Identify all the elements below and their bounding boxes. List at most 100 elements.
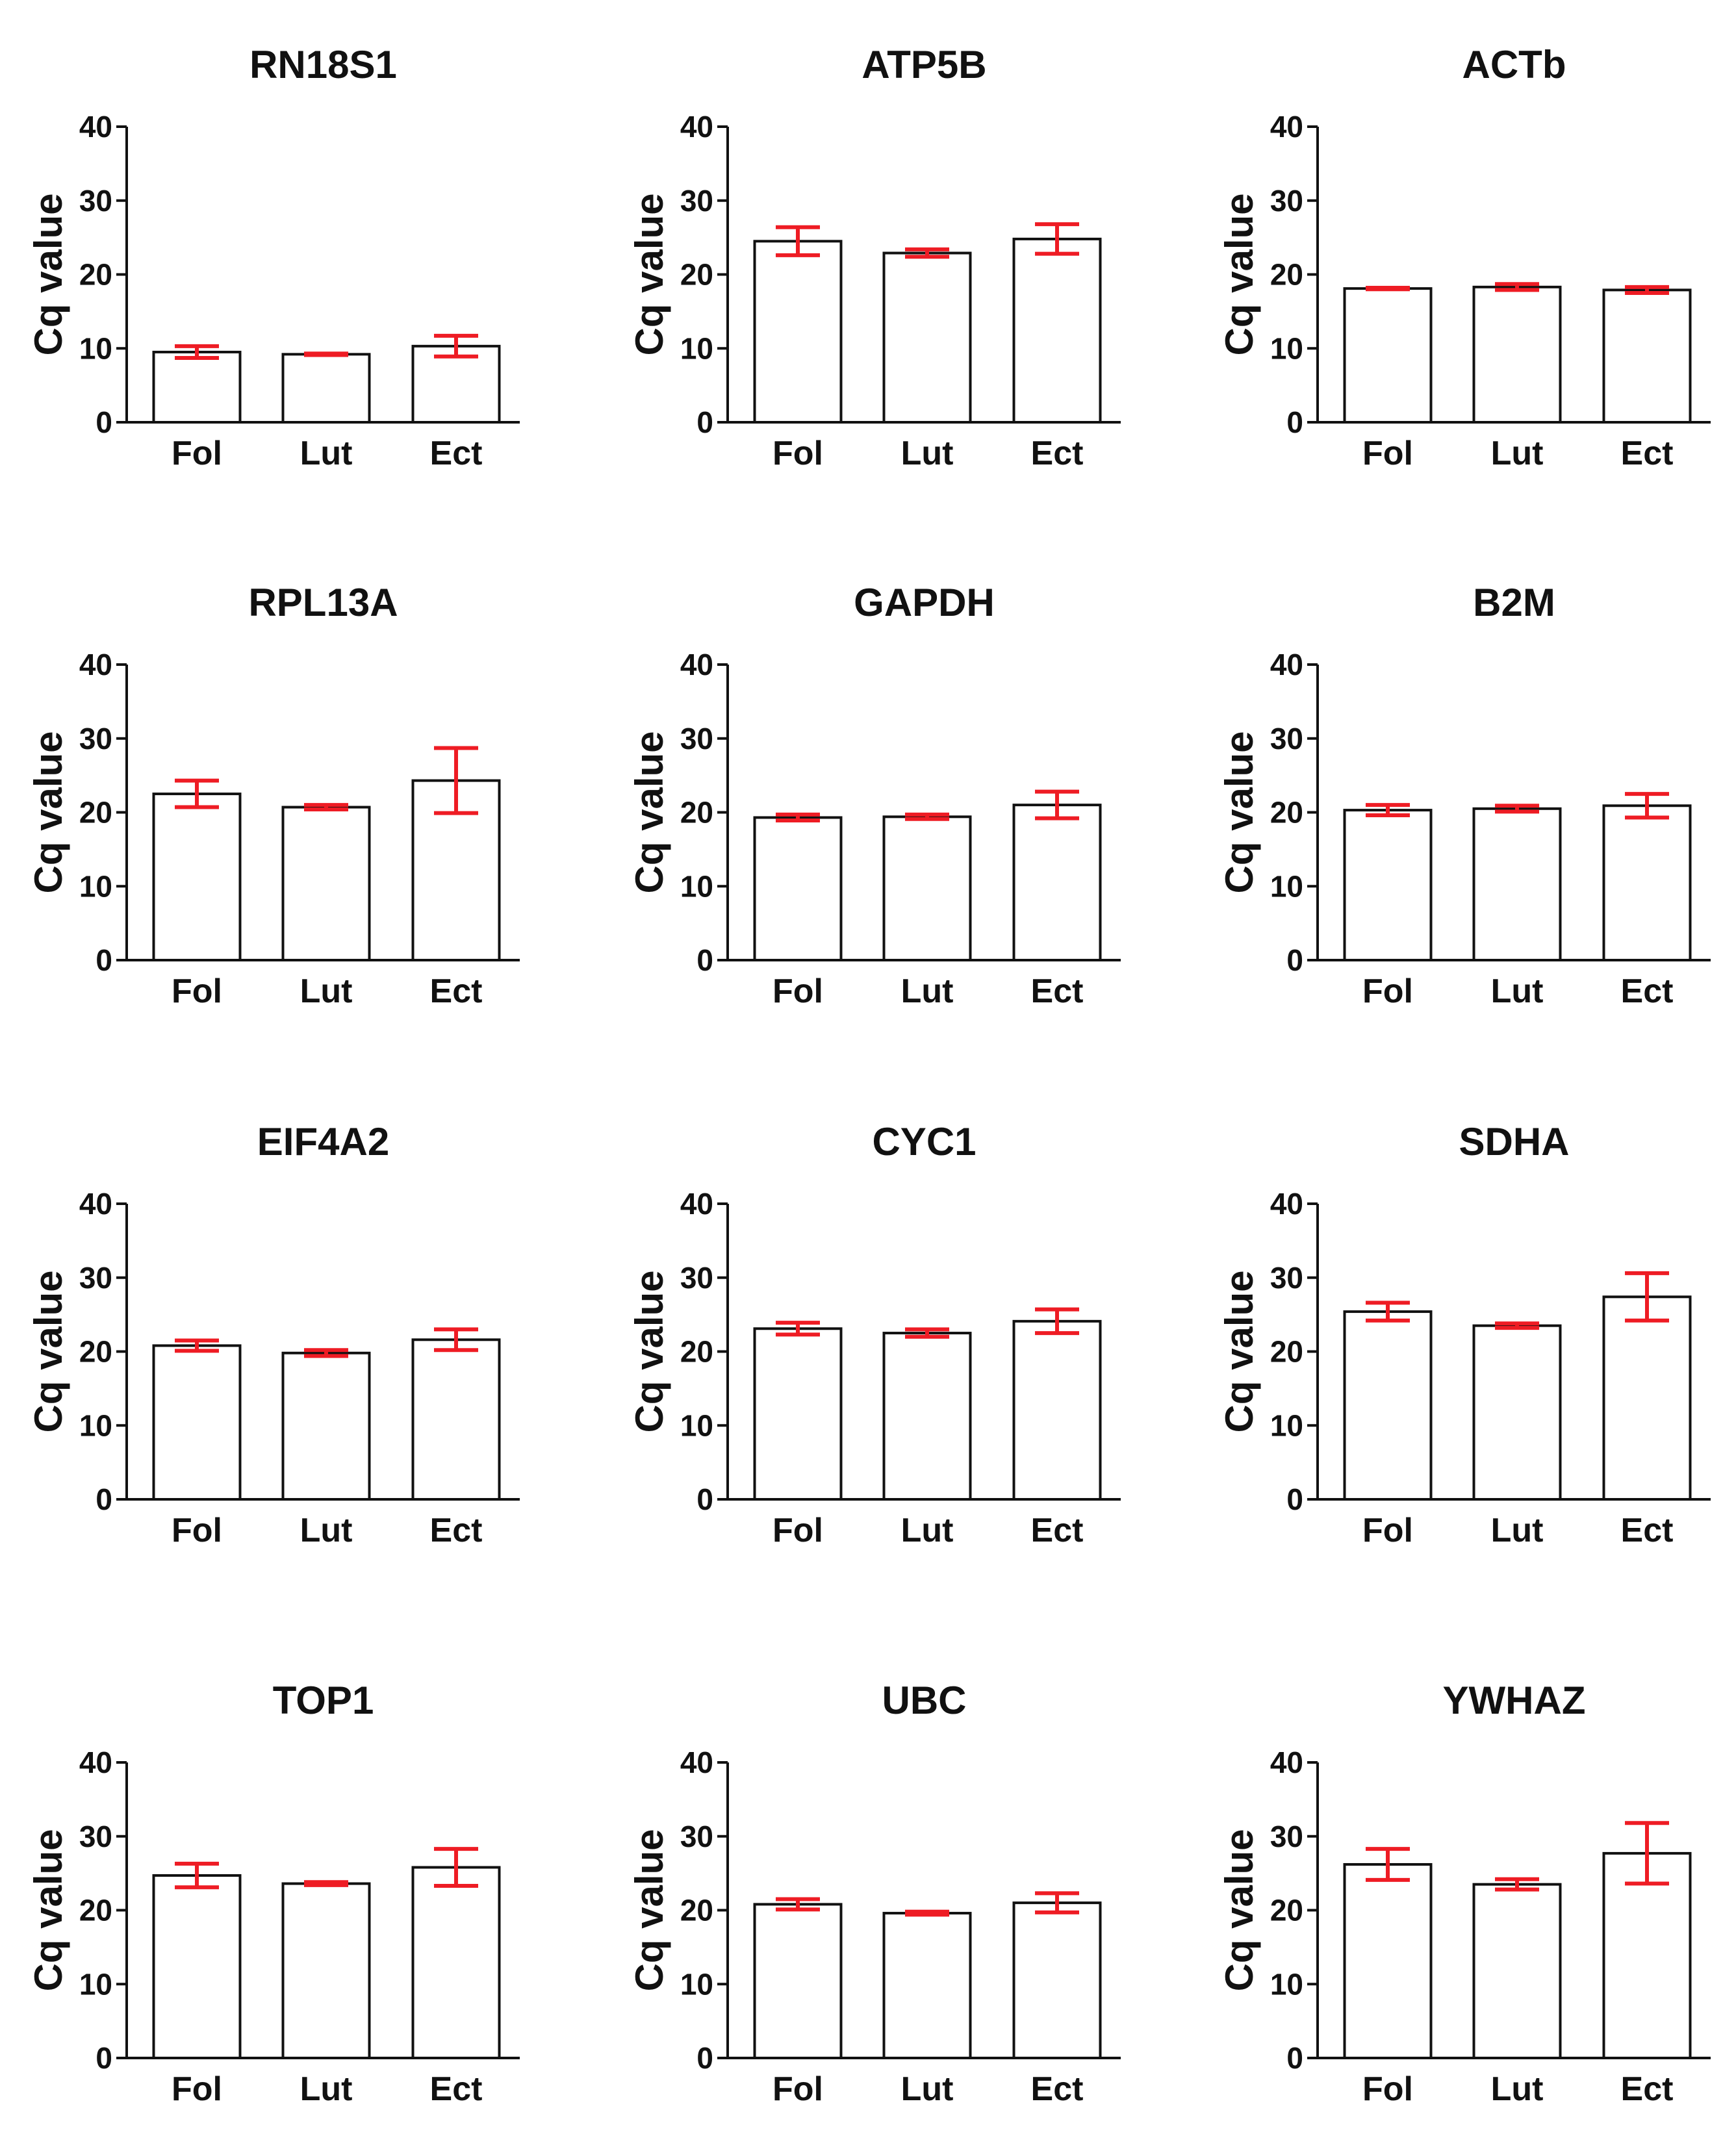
chart-panel-rpl13a: RPL13A Cq value 0 10 20 30 40 Fol Lut Ect <box>27 581 520 1010</box>
error-bar-fol <box>1366 803 1410 818</box>
y-tick-label: 40 <box>680 1746 713 1779</box>
error-bar-lut <box>905 247 949 259</box>
bar-ect <box>1012 237 1102 424</box>
bar-ect <box>411 1866 501 2059</box>
chart-panel-b2m: B2M Cq value 0 10 20 30 40 Fol Lut Ect <box>1218 581 1711 1010</box>
bar-lut <box>281 353 371 424</box>
error-bar-ect <box>1035 789 1079 820</box>
chart-panel-actb: ACTb Cq value 0 10 20 30 40 Fol Lut Ect <box>1218 43 1711 472</box>
bar-fol <box>1343 1310 1433 1501</box>
error-bar-fol <box>175 1861 219 1890</box>
y-tick-label: 10 <box>79 331 112 365</box>
y-tick-label: 20 <box>79 796 112 830</box>
error-bar-ect <box>434 746 478 815</box>
y-tick-label: 30 <box>680 722 713 756</box>
y-tick-label: 40 <box>680 648 713 681</box>
x-tick-label-lut: Lut <box>300 1512 353 1549</box>
chart-title: CYC1 <box>872 1120 976 1163</box>
x-tick-label-ect: Ect <box>430 435 483 472</box>
x-tick-label-ect: Ect <box>1621 1512 1674 1549</box>
bar-lut <box>1472 1324 1562 1501</box>
y-tick-label: 10 <box>680 1967 713 2001</box>
y-tick-label: 10 <box>1270 1967 1303 2001</box>
bar-ect <box>1012 1319 1102 1501</box>
bar-fol <box>1343 287 1433 424</box>
x-tick-label-fol: Fol <box>1362 2070 1413 2108</box>
bar-lut <box>281 1351 371 1501</box>
chart-title: B2M <box>1473 581 1555 624</box>
bar-ect <box>1602 1851 1692 2060</box>
y-tick-label: 40 <box>1270 648 1303 681</box>
chart-panel-eif4a2: EIF4A2 Cq value 0 10 20 30 40 Fol Lut Ect <box>27 1120 520 1549</box>
x-tick-label-lut: Lut <box>901 2070 954 2108</box>
error-bar-fol <box>776 225 820 257</box>
y-tick-label: 30 <box>680 1820 713 1853</box>
x-tick-label-fol: Fol <box>172 435 222 472</box>
y-tick-label: 0 <box>96 1482 112 1516</box>
error-bar-fol <box>1366 1301 1410 1323</box>
bar-fol <box>753 816 843 962</box>
y-tick-label: 0 <box>96 405 112 439</box>
error-bar-lut <box>304 1880 348 1887</box>
error-bar-ect <box>1625 1271 1669 1323</box>
error-bar-lut <box>905 1327 949 1339</box>
y-tick-label: 20 <box>1270 1335 1303 1369</box>
x-tick-label-fol: Fol <box>172 1512 222 1549</box>
error-bar-lut <box>1495 804 1539 814</box>
x-tick-label-ect: Ect <box>1031 972 1084 1010</box>
error-bar-ect <box>434 1847 478 1888</box>
y-tick-label: 20 <box>680 796 713 830</box>
error-bar-lut <box>304 351 348 357</box>
x-tick-label-lut: Lut <box>901 972 954 1010</box>
x-tick-label-lut: Lut <box>901 1512 954 1549</box>
y-tick-label: 0 <box>1286 1482 1303 1516</box>
y-tick-label: 0 <box>1286 943 1303 977</box>
y-tick-label: 20 <box>680 258 713 292</box>
bar-lut <box>281 806 371 961</box>
x-tick-label-ect: Ect <box>430 2070 483 2108</box>
y-axis-title: Cq value <box>628 731 671 893</box>
y-tick-label: 20 <box>1270 1894 1303 1927</box>
y-tick-label: 0 <box>696 405 713 439</box>
bar-fol <box>152 793 242 961</box>
x-tick-label-ect: Ect <box>430 1512 483 1549</box>
x-tick-label-ect: Ect <box>1621 435 1674 472</box>
bar-ect <box>411 1338 501 1501</box>
x-tick-label-ect: Ect <box>1031 1512 1084 1549</box>
x-tick-label-fol: Fol <box>1362 972 1413 1010</box>
y-axis-title: Cq value <box>628 193 671 355</box>
error-bar-fol <box>175 344 219 361</box>
y-tick-label: 20 <box>79 258 112 292</box>
error-bar-lut <box>1495 1321 1539 1330</box>
bar-fol <box>152 1344 242 1501</box>
x-tick-label-lut: Lut <box>1491 1512 1544 1549</box>
y-axis-title: Cq value <box>1218 193 1261 355</box>
y-tick-label: 30 <box>1270 722 1303 756</box>
bar-fol <box>152 1874 242 2060</box>
bar-fol <box>753 1903 843 2059</box>
x-tick-label-lut: Lut <box>300 972 353 1010</box>
error-bar-fol <box>175 778 219 809</box>
x-tick-label-ect: Ect <box>1031 2070 1084 2108</box>
x-tick-label-fol: Fol <box>172 2070 222 2108</box>
y-tick-label: 40 <box>79 110 112 144</box>
y-tick-label: 40 <box>79 1746 112 1779</box>
y-tick-label: 20 <box>680 1335 713 1369</box>
y-tick-label: 0 <box>1286 2041 1303 2075</box>
y-tick-label: 30 <box>680 184 713 218</box>
chart-panel-top1: TOP1 Cq value 0 10 20 30 40 Fol Lut Ect <box>27 1679 520 2108</box>
x-tick-label-lut: Lut <box>1491 435 1544 472</box>
x-tick-label-lut: Lut <box>300 2070 353 2108</box>
y-tick-label: 20 <box>79 1335 112 1369</box>
y-tick-label: 40 <box>1270 1746 1303 1779</box>
bar-fol <box>753 1327 843 1501</box>
error-bar-lut <box>1495 282 1539 292</box>
error-bar-ect <box>434 1327 478 1353</box>
y-tick-label: 10 <box>1270 869 1303 903</box>
y-tick-label: 10 <box>79 1967 112 2001</box>
error-bar-ect <box>1035 1891 1079 1914</box>
chart-panel-sdha: SDHA Cq value 0 10 20 30 40 Fol Lut Ect <box>1218 1120 1711 1549</box>
y-axis-title: Cq value <box>27 193 70 355</box>
bar-ect <box>1602 1295 1692 1501</box>
bar-ect <box>1602 288 1692 424</box>
